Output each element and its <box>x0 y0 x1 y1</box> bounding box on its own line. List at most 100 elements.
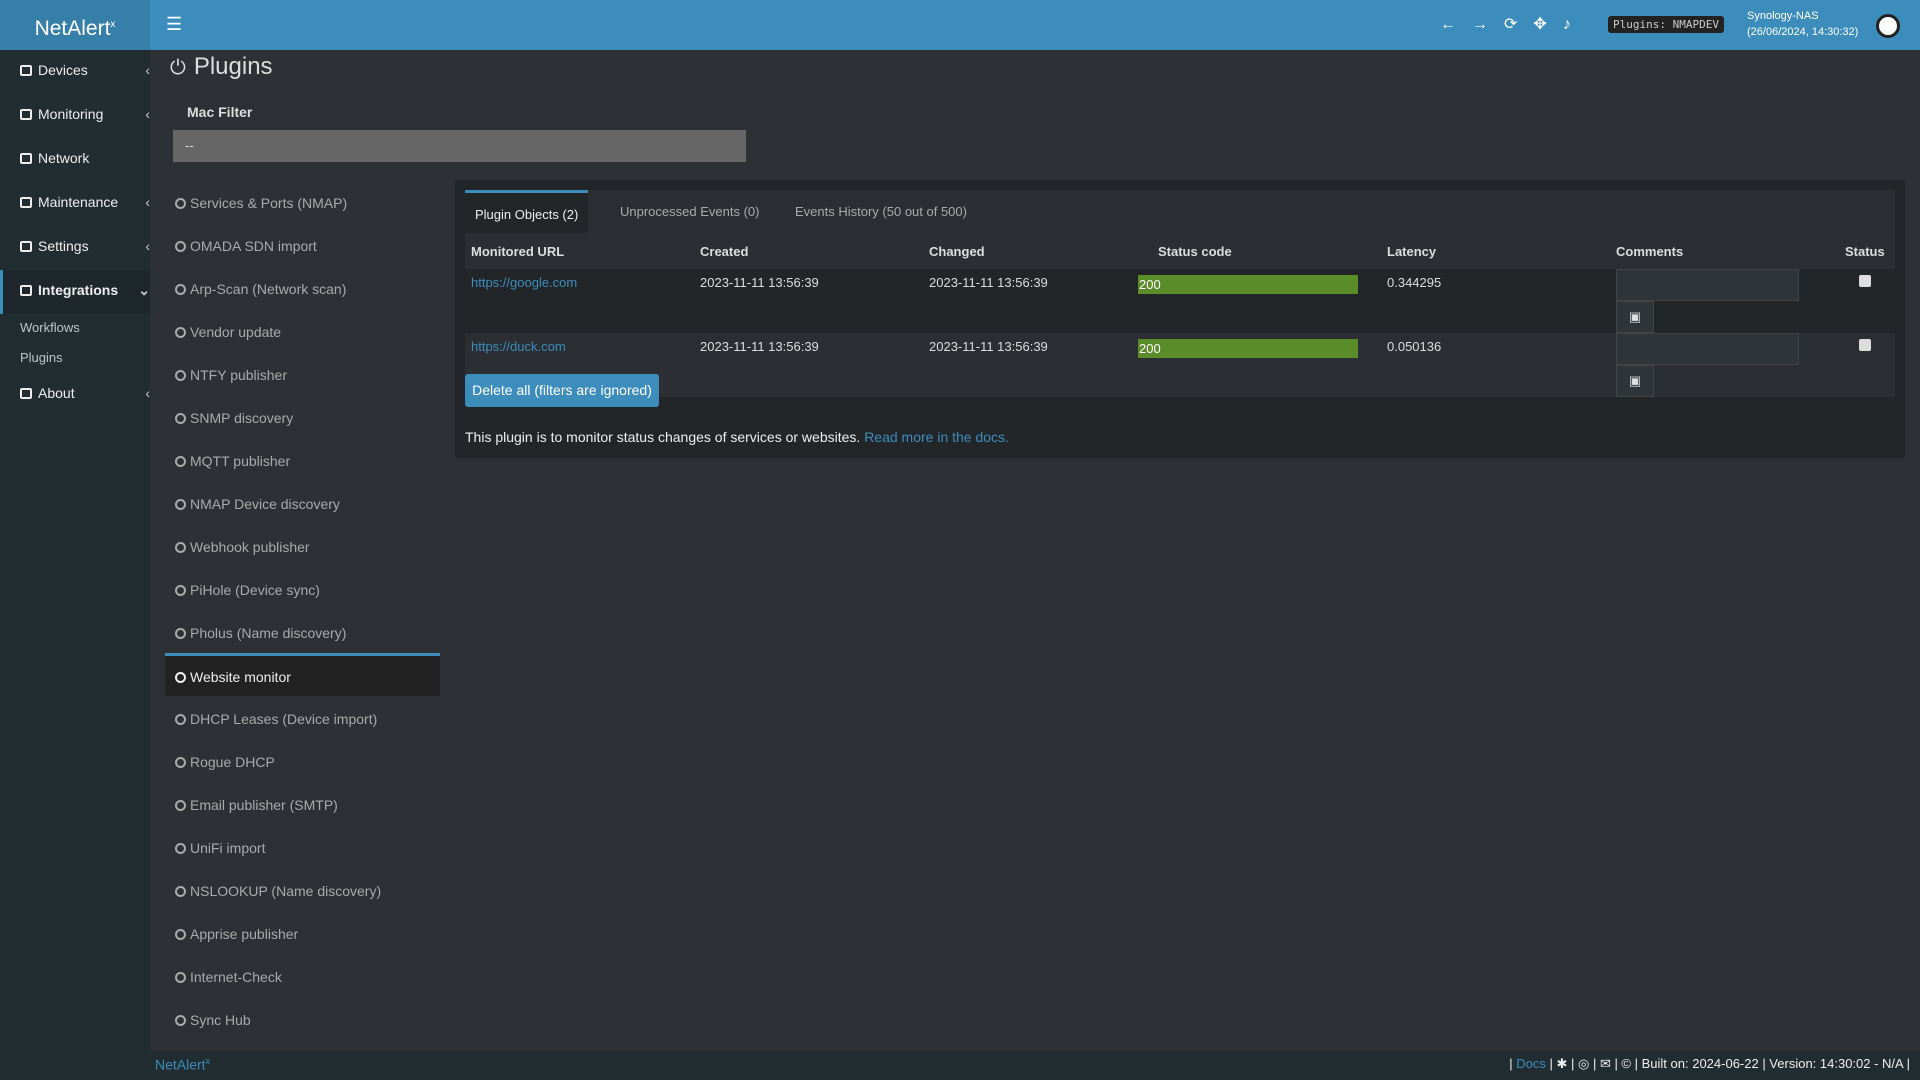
top-bar <box>0 0 1920 50</box>
sidebar-item[interactable]: Network <box>20 150 150 166</box>
plugin-item[interactable]: NTFY publisher <box>165 354 440 397</box>
sidebar-item[interactable]: Settings ‹ <box>20 238 150 254</box>
host-datetime: (26/06/2024, 14:30:32) <box>1747 26 1859 38</box>
chevron: ‹ <box>145 194 150 210</box>
sidebar-item[interactable]: About ‹ <box>20 385 150 401</box>
note-text: This plugin is to monitor status changes… <box>465 429 861 445</box>
tab[interactable]: Events History (50 out of 500) <box>795 204 967 219</box>
page-title-text: Plugins <box>193 53 273 80</box>
footer-docs[interactable]: Docs <box>1516 1056 1546 1071</box>
plugin-item[interactable]: Vendor update <box>165 311 440 354</box>
footer-info: | Docs | ✱ | ◎ | ✉ | © | Built on: 2024-… <box>1509 1056 1910 1071</box>
column-header: Monitored URL <box>471 243 565 259</box>
plugin-item[interactable]: Sync Hub <box>165 999 440 1042</box>
plugin-icon <box>175 542 186 553</box>
logo[interactable]: NetAlertx <box>0 0 150 50</box>
avatar[interactable] <box>1876 14 1900 38</box>
tab[interactable]: Unprocessed Events (0) <box>620 204 760 219</box>
plugin-item[interactable]: DHCP Leases (Device import) <box>165 698 440 741</box>
cell-text: 2023-11-11 13:56:39 <box>929 339 1048 354</box>
sidebar-icon <box>20 65 32 76</box>
plugin-label: MQTT publisher <box>190 453 291 469</box>
sidebar-label: Network <box>38 150 90 166</box>
footer-brand-sup: x <box>205 1056 211 1066</box>
plugin-item[interactable]: OMADA SDN import <box>165 225 440 268</box>
sidebar-item[interactable]: Devices ‹ <box>20 62 150 78</box>
comment-input[interactable] <box>1616 269 1799 301</box>
table-cell: https://duck.com <box>465 333 694 397</box>
sidebar-label: Integrations <box>38 282 119 298</box>
page-title: ⏻ Plugins <box>170 53 273 80</box>
mac-filter-input[interactable]: -- <box>173 130 746 162</box>
toolbar-icons[interactable]: ←→⟳✥♪ <box>1440 16 1587 33</box>
sidebar-icon <box>20 153 32 164</box>
logo-text: NetAlert <box>34 17 111 40</box>
footer <box>150 1049 1920 1080</box>
plugin-label: Arp-Scan (Network scan) <box>190 281 347 297</box>
column-header: Status code <box>1158 243 1232 259</box>
docs-link[interactable]: Read more in the docs. <box>864 429 1009 445</box>
plugin-item[interactable]: Internet-Check <box>165 956 440 999</box>
plugin-item[interactable]: Email publisher (SMTP) <box>165 784 440 827</box>
plugin-item[interactable]: NMAP Device discovery <box>165 483 440 526</box>
save-button[interactable]: ▣ <box>1616 301 1654 333</box>
table-cell: 200 <box>1138 333 1381 397</box>
plugin-item[interactable]: Rogue DHCP <box>165 741 440 784</box>
plugin-item[interactable]: PiHole (Device sync) <box>165 569 440 612</box>
plugin-icon <box>175 972 186 983</box>
plugin-icon <box>175 499 186 510</box>
plugin-item[interactable]: Services & Ports (NMAP) <box>165 182 440 225</box>
plugin-item[interactable]: SNMP discovery <box>165 397 440 440</box>
table-cell: 0.050136 <box>1381 333 1610 397</box>
mac-filter-label: Mac Filter <box>187 104 253 120</box>
column-header: Created <box>700 243 749 259</box>
chevron: ‹ <box>145 238 150 254</box>
sidebar-item[interactable]: Monitoring ‹ <box>20 106 150 122</box>
column-header: Status <box>1845 243 1885 259</box>
tab[interactable]: Plugin Objects (2) <box>465 190 589 233</box>
sidebar-icon <box>20 388 32 399</box>
sidebar-item[interactable]: Integrations ⌄ <box>0 270 150 314</box>
cell-text: 2023-11-11 13:56:39 <box>700 339 819 354</box>
plugin-item[interactable]: Apprise publisher <box>165 913 440 956</box>
plugin-item[interactable]: NSLOOKUP (Name discovery) <box>165 870 440 913</box>
footer-brand[interactable]: NetAlertx <box>155 1056 210 1073</box>
submenu-item[interactable]: Workflows <box>20 320 80 335</box>
plugin-icon <box>175 929 186 940</box>
sidebar-item[interactable]: Maintenance ‹ <box>20 194 150 210</box>
plugin-label: DHCP Leases (Device import) <box>190 711 378 727</box>
plugin-icon <box>175 886 186 897</box>
plugin-item[interactable]: Arp-Scan (Network scan) <box>165 268 440 311</box>
status-checkbox[interactable] <box>1859 275 1871 287</box>
status-code: 200 <box>1138 339 1358 358</box>
footer-brand-text: NetAlert <box>155 1056 206 1073</box>
plugin-note: This plugin is to monitor status changes… <box>465 429 1009 445</box>
status-checkbox[interactable] <box>1859 339 1871 351</box>
cell-text: 0.344295 <box>1387 275 1442 290</box>
plugin-icon <box>175 672 186 683</box>
table-cell: https://google.com <box>465 269 694 333</box>
table-cell: 2023-11-11 13:56:39 <box>694 269 923 333</box>
sidebar-icon <box>20 285 32 296</box>
comment-input[interactable] <box>1616 333 1799 365</box>
url-link[interactable]: https://google.com <box>471 275 578 290</box>
delete-button[interactable]: Delete all (filters are ignored) <box>465 374 659 407</box>
plugins-badge[interactable]: Plugins: NMAPDEV <box>1608 16 1724 33</box>
plugin-item[interactable]: UniFi import <box>165 827 440 870</box>
submenu-item[interactable]: Plugins <box>20 350 63 365</box>
status-cell <box>1839 269 1895 333</box>
plugin-item[interactable]: Webhook publisher <box>165 526 440 569</box>
url-link[interactable]: https://duck.com <box>471 339 566 354</box>
menu-toggle[interactable]: ☰ <box>166 14 183 34</box>
column-header: Comments <box>1616 243 1684 259</box>
sidebar-icon <box>20 241 32 252</box>
plugin-item[interactable]: Website monitor <box>165 653 440 696</box>
plugin-item[interactable]: Pholus (Name discovery) <box>165 612 440 655</box>
chevron: ‹ <box>145 385 150 401</box>
table-row: https://duck.com 2023-11-11 13:56:39 2023-… <box>465 333 1895 397</box>
save-button[interactable]: ▣ <box>1616 365 1654 397</box>
status-cell <box>1839 333 1895 397</box>
plugin-item[interactable]: MQTT publisher <box>165 440 440 483</box>
chevron: ⌄ <box>138 282 150 298</box>
